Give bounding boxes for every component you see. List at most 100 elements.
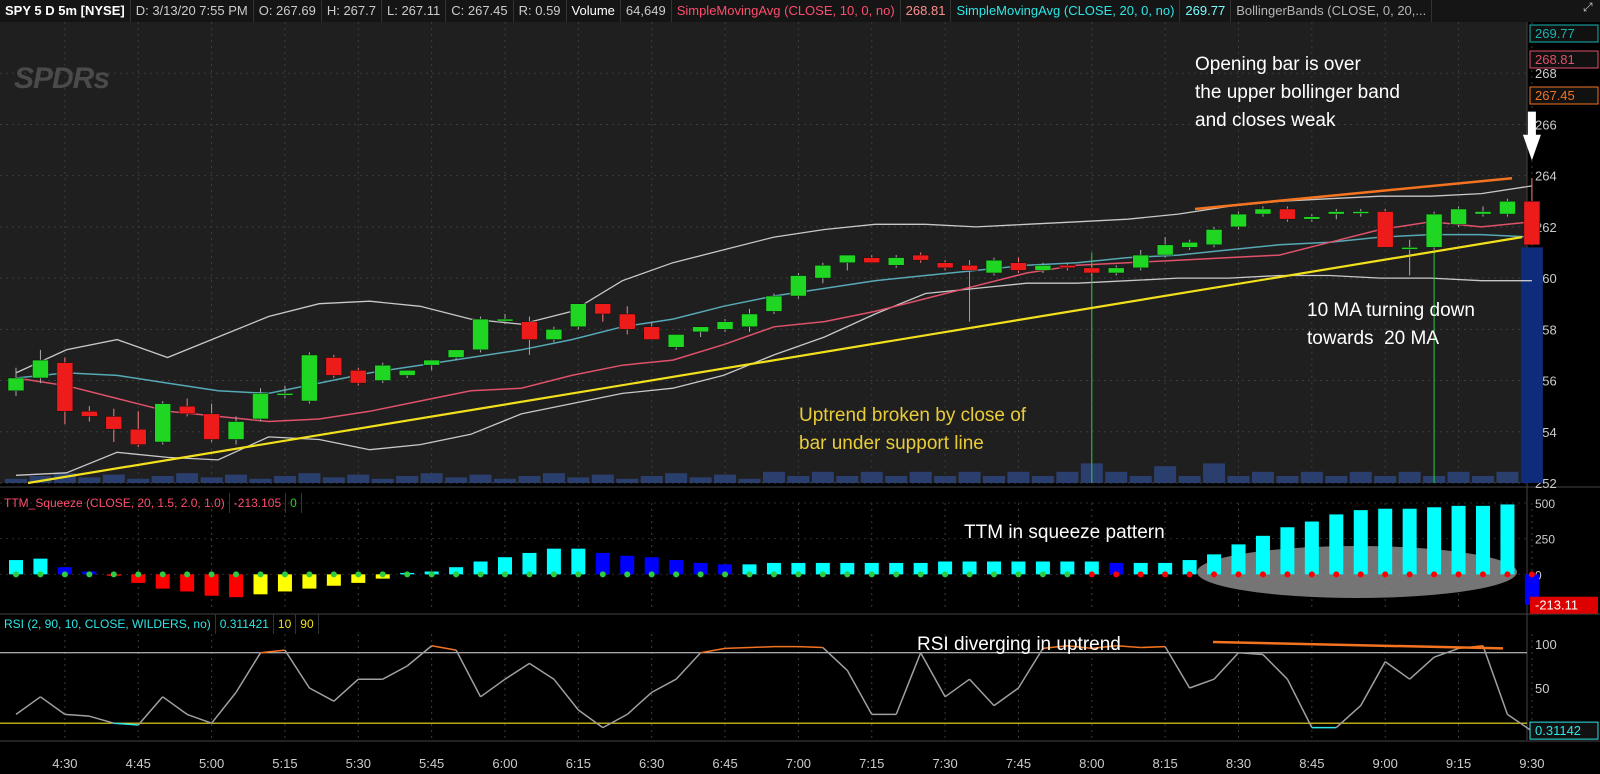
squeeze-dot [1015,571,1022,578]
squeeze-bar [913,562,928,575]
squeeze-bar [1255,535,1270,575]
volume-label[interactable]: Volume [567,0,621,22]
squeeze-bar [1158,562,1173,575]
candle-body [1205,229,1223,246]
rsi-line-segment [529,662,555,680]
squeeze-bar [1500,504,1515,575]
volume-bar [665,473,688,483]
candle-body [1010,262,1027,271]
time-tick-label: 9:00 [1373,756,1398,771]
squeeze-bar [351,574,366,583]
rsi-line-segment [235,652,262,693]
bollinger-label[interactable]: BollingerBands (CLOSE, 0, 20,... [1231,0,1433,22]
time-tick-label: 7:00 [786,756,811,771]
rsi-line-segment [309,687,335,702]
squeeze-dot [844,571,851,578]
rsi-line-segment [40,696,66,716]
time-tick-label: 5:15 [272,756,297,771]
volume-bar [983,476,1005,483]
squeeze-dot [746,571,753,578]
candle-body [765,295,783,312]
price-tick-label: 266 [1535,117,1557,132]
volume-bar [1251,471,1274,483]
sma20-label[interactable]: SimpleMovingAvg (CLOSE, 20, 0, no) [951,0,1181,22]
squeeze-bar [1304,521,1319,575]
range-label: R: 0.59 [514,0,567,22]
rsi-line-segment [1140,645,1166,649]
squeeze-dot [1382,571,1389,578]
squeeze-bar [9,560,23,575]
squeeze-bar [253,574,268,595]
candle-body [814,265,832,279]
time-tick-label: 9:15 [1446,756,1471,771]
squeeze-value: -213.105 [230,493,287,513]
rsi-line-segment [1433,647,1459,658]
volume-bar [689,477,712,483]
price-axis-tag-box [1529,24,1599,43]
squeeze-dot [893,571,900,578]
rsi-line-segment [651,678,677,694]
squeeze-bar [522,552,537,575]
rsi-line-segment [162,696,188,716]
rsi-line-segment [284,649,311,689]
price-tick-label: 268 [1535,66,1557,81]
squeeze-dot [61,571,68,578]
volume-bar [127,478,150,483]
squeeze-dot [722,571,729,578]
squeeze-tick-label: 250 [1535,533,1555,547]
candle-body [887,257,905,266]
candle-body [667,334,685,348]
candle-body [1083,267,1101,274]
squeeze-bar [620,555,635,575]
squeeze-dot [257,571,264,578]
squeeze-bar [131,574,146,583]
rsi-level-low: 10 [274,614,297,634]
rsi-line-segment [725,646,750,650]
volume-bar [1349,471,1372,483]
squeeze-dot [208,571,215,578]
squeeze-dot [233,571,240,578]
rsi-line-segment [919,652,946,698]
price-axis-tag-box [1529,86,1599,105]
candle-body [105,416,123,430]
squeeze-study-label[interactable]: TTM_Squeeze (CLOSE, 20, 1.5, 2.0, 1.0) [0,493,230,513]
rsi-study-label[interactable]: RSI (2, 90, 10, CLOSE, WILDERS, no) [0,614,216,634]
candle-body [1108,267,1125,274]
candle-body [81,411,98,417]
rsi-line-segment [89,715,115,724]
squeeze-bar [571,548,586,575]
volume-bar [860,471,883,483]
squeeze-bar [1084,561,1099,575]
symbol-label[interactable]: SPY 5 D 5m [NYSE] [0,0,131,22]
volume-bar [273,476,296,483]
volume-bar [1520,247,1543,483]
time-tick-label: 4:30 [52,756,77,771]
resistance-trend-line [1194,176,1513,211]
sma10-value: 268.81 [901,0,952,22]
rsi-line-segment [333,678,359,702]
squeeze-bar [1280,527,1295,575]
time-tick-label: 8:45 [1299,756,1324,771]
squeeze-bar [1427,507,1442,575]
time-tick-label: 7:15 [859,756,884,771]
volume-bar [714,474,737,483]
volume-bar [1496,471,1519,483]
volume-bar [151,476,174,483]
rsi-line-segment [406,645,433,667]
sma10-label[interactable]: SimpleMovingAvg (CLOSE, 10, 0, no) [672,0,901,22]
squeeze-bar [889,562,904,575]
candle-body [1230,213,1247,228]
squeeze-dot [1308,571,1315,578]
header-bar: SPY 5 D 5m [NYSE] D: 3/13/20 7:55 PM O: 26… [0,0,1600,22]
squeeze-dot [86,571,93,578]
squeeze-bar [1378,508,1393,575]
squeeze-dot [819,571,826,578]
squeeze-bar [498,557,512,575]
squeeze-bar [669,560,684,575]
rsi-current-tag-box [1529,721,1599,740]
expand-icon[interactable]: ⤢ [1583,0,1593,14]
squeeze-bar [1476,505,1490,575]
rsi-line-segment [1384,660,1411,680]
squeeze-bar [277,574,292,592]
squeeze-tick-label: 500 [1535,497,1555,511]
